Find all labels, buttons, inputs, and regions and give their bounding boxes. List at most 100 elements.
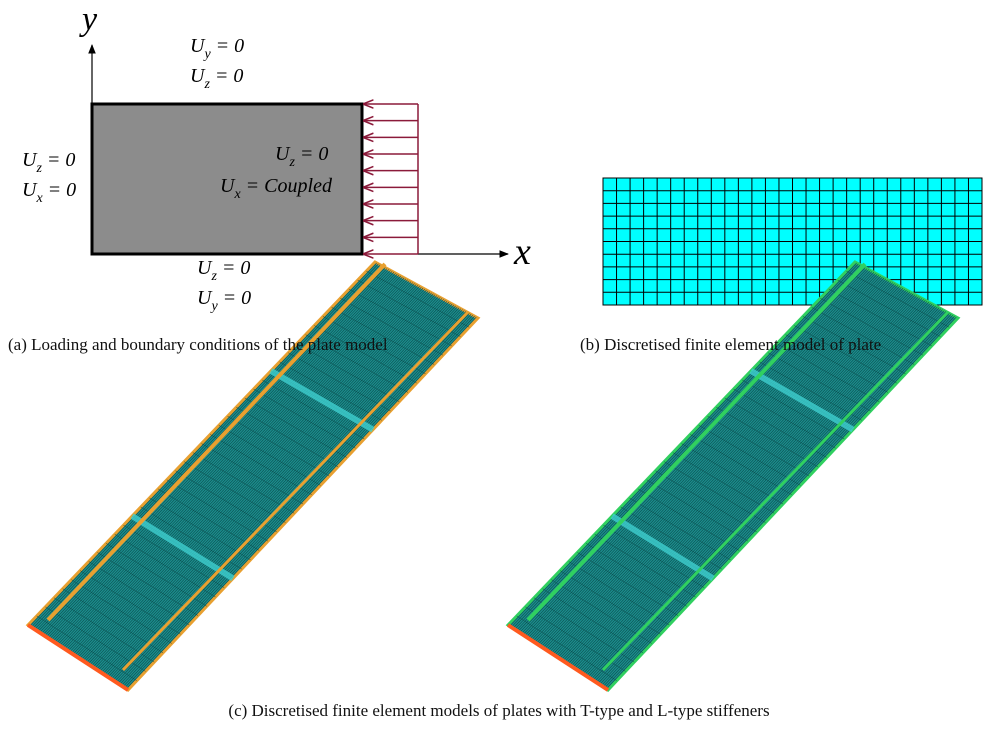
fe-mesh — [296, 343, 400, 402]
fe-mesh — [114, 534, 216, 598]
fe-mesh — [210, 434, 312, 495]
fe-edge — [26, 623, 130, 692]
fe-mesh — [664, 461, 766, 523]
fe-mesh — [646, 479, 749, 542]
fe-mesh — [802, 316, 906, 375]
symbol: U — [190, 35, 206, 57]
fe-mesh — [201, 443, 304, 505]
fe-mesh — [690, 434, 792, 495]
fe-mesh — [62, 588, 164, 654]
fe-mesh — [785, 334, 889, 393]
equation: = 0 — [300, 143, 329, 165]
fe-mesh — [175, 470, 277, 533]
equation: = 0 — [48, 179, 77, 201]
caption-c: (c) Discretised finite element models of… — [228, 701, 770, 720]
fe-mesh — [123, 524, 225, 588]
fe-mesh — [262, 379, 365, 440]
fe-mesh — [533, 597, 635, 663]
fe-mesh — [559, 570, 661, 635]
subscript: y — [209, 299, 218, 314]
fe-mesh — [357, 279, 461, 337]
boundary-condition: Uz = 0 — [275, 143, 328, 170]
symbol: U — [220, 175, 236, 197]
fe-mesh — [288, 352, 391, 412]
boundary-condition: Ux = Coupled — [220, 175, 333, 202]
caption-b: (b) Discretised finite element model of … — [580, 335, 882, 354]
fe-mesh — [603, 524, 705, 588]
subscript: z — [203, 77, 210, 92]
fe-mesh — [88, 561, 190, 626]
fe-mesh — [166, 479, 269, 542]
load-arrows — [364, 104, 418, 254]
fe-stiffener — [749, 368, 855, 433]
fe-mesh — [759, 361, 862, 421]
equation: = 0 — [216, 35, 245, 57]
equation: = 0 — [222, 257, 251, 279]
fe-stiffener — [46, 262, 387, 622]
symbol: U — [190, 65, 206, 87]
fe-stiffener — [130, 513, 235, 581]
equation: = 0 — [215, 65, 244, 87]
y-axis-label: y — [79, 1, 98, 38]
fe-mesh — [577, 552, 679, 616]
fe-edge — [506, 623, 610, 692]
fe-mesh — [525, 606, 626, 672]
fe-mesh — [322, 316, 426, 375]
fe-mesh — [846, 270, 950, 328]
fe-mesh — [742, 379, 845, 440]
fe-mesh — [79, 570, 181, 635]
fe-mesh — [716, 406, 819, 468]
fe-mesh — [655, 470, 757, 533]
subscript: z — [210, 269, 217, 284]
fe-mesh — [314, 325, 417, 384]
fe-mesh — [568, 561, 670, 626]
fe-mesh — [594, 534, 696, 598]
fe-mesh — [253, 388, 356, 449]
subscript: x — [35, 191, 43, 206]
fe-mesh — [551, 579, 652, 644]
symbol: U — [197, 287, 213, 309]
fe-mesh — [305, 334, 409, 393]
fe-mesh — [140, 506, 242, 570]
boundary-condition: Uz = 0 — [22, 149, 75, 176]
subscript: y — [202, 47, 211, 62]
fe-mesh — [724, 397, 827, 458]
fe-mesh — [53, 597, 155, 663]
fe-mesh — [820, 298, 924, 356]
subscript: x — [233, 187, 241, 202]
fe-mesh — [348, 289, 452, 347]
fe-stiffener — [610, 513, 715, 581]
symbol: U — [275, 143, 291, 165]
fe-mesh — [637, 488, 740, 551]
fe-mesh — [71, 579, 172, 644]
fe-mesh — [585, 543, 687, 607]
fe-mesh — [218, 425, 321, 486]
fe-mesh — [192, 452, 295, 514]
fe-mesh — [698, 425, 801, 486]
boundary-condition: Ux = 0 — [22, 179, 76, 206]
fe-mesh — [733, 388, 836, 449]
fe-stiffener — [601, 310, 950, 672]
fe-stiffener — [526, 262, 867, 622]
fe-mesh — [236, 406, 339, 468]
equation: = Coupled — [246, 175, 333, 197]
equation: = 0 — [47, 149, 76, 171]
equation: = 0 — [223, 287, 252, 309]
fe-mesh — [36, 615, 137, 681]
fe-mesh — [340, 298, 444, 356]
caption-a: (a) Loading and boundary conditions of t… — [8, 335, 388, 354]
fe-mesh — [45, 606, 146, 672]
subscript: z — [288, 155, 295, 170]
fe-mesh — [542, 588, 644, 654]
fe-mesh — [837, 279, 941, 337]
fe-mesh — [794, 325, 897, 384]
boundary-condition: Uy = 0 — [190, 35, 244, 62]
mesh — [603, 178, 982, 305]
fe-mesh — [105, 543, 207, 607]
boundary-condition: Uz = 0 — [190, 65, 243, 92]
boundary-condition: Uy = 0 — [197, 287, 251, 314]
fe-stiffener — [121, 310, 470, 672]
symbol: U — [197, 257, 213, 279]
